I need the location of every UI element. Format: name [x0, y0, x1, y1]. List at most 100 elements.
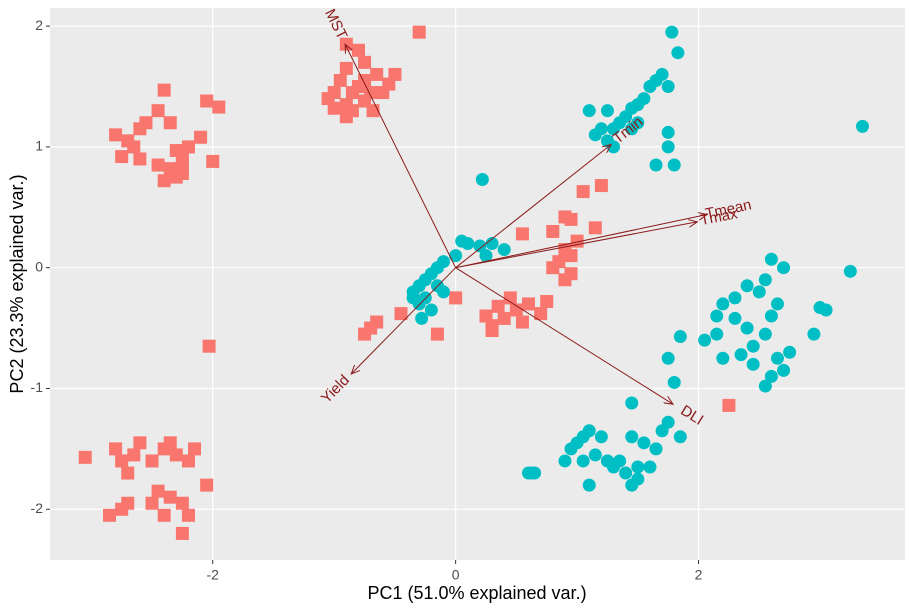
point: [594, 179, 608, 193]
y-tick-label: 1: [35, 138, 43, 154]
point: [181, 140, 195, 154]
loading-arrow: [345, 44, 457, 268]
loading-arrow: [455, 144, 611, 269]
point: [327, 101, 341, 115]
point: [157, 174, 171, 188]
loading-arrow: [455, 215, 707, 269]
x-tick-label: 0: [452, 567, 460, 583]
point: [475, 173, 489, 187]
point: [339, 110, 353, 124]
point: [415, 311, 429, 325]
point: [600, 454, 614, 468]
point: [121, 466, 135, 480]
point: [522, 297, 536, 311]
point: [625, 122, 639, 136]
point: [515, 227, 529, 241]
point: [619, 466, 633, 480]
point: [734, 348, 748, 362]
point: [558, 210, 572, 224]
point: [643, 460, 657, 474]
loading-label: Tmax: [699, 205, 740, 229]
point: [783, 345, 797, 359]
point: [673, 330, 687, 344]
point: [625, 396, 639, 410]
point: [212, 100, 226, 114]
point: [588, 128, 602, 142]
point: [576, 185, 590, 199]
point: [485, 324, 499, 338]
point: [552, 255, 566, 269]
point: [163, 490, 177, 504]
point: [151, 484, 165, 498]
point: [449, 249, 463, 263]
point: [740, 321, 754, 335]
point: [200, 94, 214, 108]
point: [163, 116, 177, 130]
point: [194, 130, 208, 144]
point: [169, 170, 183, 184]
point: [339, 37, 353, 51]
point: [758, 379, 772, 393]
point: [181, 454, 195, 468]
point: [358, 55, 372, 69]
point: [649, 442, 663, 456]
point: [777, 261, 791, 275]
point: [169, 144, 183, 158]
point: [109, 128, 123, 142]
point: [661, 125, 675, 139]
point: [770, 351, 784, 365]
point: [121, 496, 135, 510]
point: [613, 454, 627, 468]
point: [665, 25, 679, 39]
point: [764, 369, 778, 383]
point: [333, 73, 347, 87]
point: [133, 152, 147, 166]
point: [202, 339, 216, 353]
point: [358, 73, 372, 87]
point: [770, 297, 784, 311]
point: [558, 454, 572, 468]
y-tick-label: 2: [35, 17, 43, 33]
point: [661, 351, 675, 365]
point: [855, 119, 869, 133]
point: [631, 460, 645, 474]
point: [710, 309, 724, 323]
point: [722, 398, 736, 412]
point: [133, 436, 147, 450]
point: [181, 508, 195, 522]
point: [546, 224, 560, 238]
point: [175, 496, 189, 510]
point: [485, 237, 499, 251]
point: [673, 430, 687, 444]
point: [370, 67, 384, 81]
y-tick-label: -1: [31, 379, 44, 395]
x-tick-label: 2: [695, 567, 703, 583]
point: [382, 77, 396, 91]
point: [78, 450, 92, 464]
point: [509, 303, 523, 317]
point: [807, 327, 821, 341]
point: [394, 307, 408, 321]
point: [752, 285, 766, 299]
point: [424, 303, 438, 317]
loading-arrow: [455, 267, 673, 404]
point: [145, 496, 159, 510]
point: [758, 273, 772, 287]
point: [777, 363, 791, 377]
plot-panel: [50, 8, 905, 560]
point: [339, 61, 353, 75]
y-tick-label: 0: [35, 258, 43, 274]
point: [412, 25, 426, 39]
loading-arrow: [351, 267, 456, 374]
point: [661, 140, 675, 154]
x-axis-title: PC1 (51.0% explained var.): [367, 583, 586, 603]
point: [631, 472, 645, 486]
point: [746, 357, 760, 371]
point: [497, 243, 511, 257]
point: [819, 303, 833, 317]
point: [528, 466, 542, 480]
point: [436, 285, 450, 299]
point: [503, 291, 517, 305]
point: [491, 299, 505, 313]
point: [430, 327, 444, 341]
